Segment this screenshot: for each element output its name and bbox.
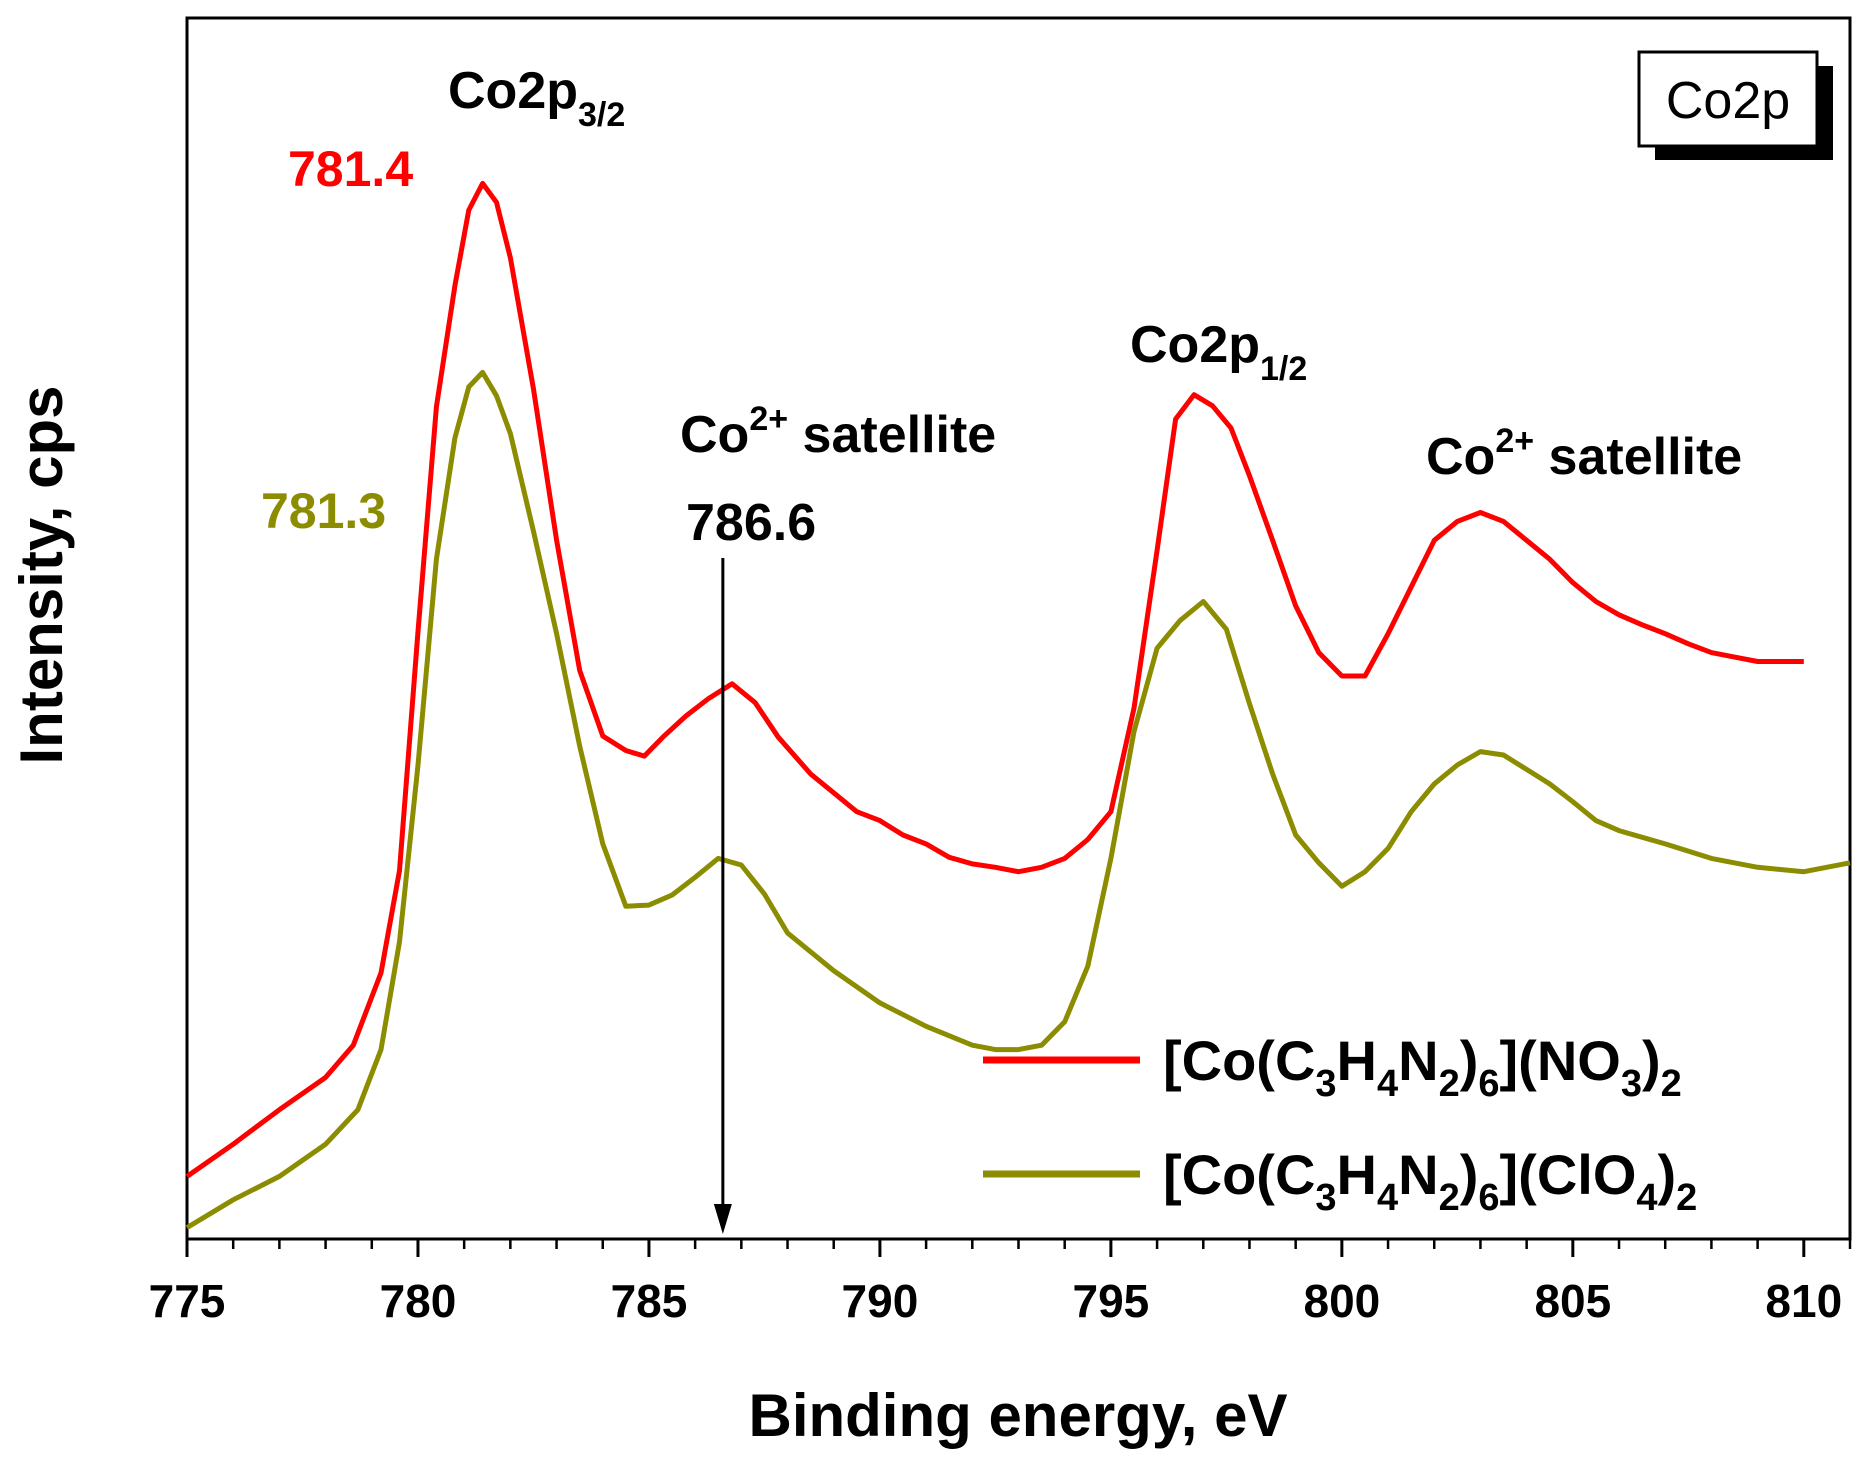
legend: [Co(C3H4N2)6](NO3)2 [Co(C3H4N2)6](ClO4)2 bbox=[983, 1029, 1697, 1219]
x-tick-label: 795 bbox=[1073, 1275, 1150, 1327]
x-tick-label: 775 bbox=[149, 1275, 226, 1327]
x-tick-label: 800 bbox=[1303, 1275, 1380, 1327]
annotation-co2p32: Co2p3/2 bbox=[448, 62, 625, 134]
x-tick-label: 780 bbox=[380, 1275, 457, 1327]
series-line-perchlorate bbox=[185, 369, 1851, 1230]
satellite-arrow bbox=[713, 558, 732, 1234]
x-axis-ticks: 775 780 785 790 795 800 805 810 bbox=[149, 1239, 1852, 1327]
satellite-arrow-head bbox=[713, 1204, 732, 1234]
annotation-satellite-1: Co2+ satellite bbox=[680, 400, 996, 464]
annotation-co2p12: Co2p1/2 bbox=[1130, 316, 1307, 388]
inset-label: Co2p bbox=[1666, 72, 1790, 130]
x-tick-label: 810 bbox=[1765, 1275, 1842, 1327]
arrow-value-label: 786.6 bbox=[686, 494, 816, 552]
x-tick-label: 805 bbox=[1534, 1275, 1611, 1327]
x-tick-label: 785 bbox=[611, 1275, 688, 1327]
peak-label-red: 781.4 bbox=[288, 141, 413, 197]
peak-label-olive: 781.3 bbox=[261, 483, 386, 539]
legend-label-perchlorate: [Co(C3H4N2)6](ClO4)2 bbox=[1163, 1143, 1697, 1219]
annotation-satellite-2: Co2+ satellite bbox=[1426, 422, 1742, 486]
legend-label-nitrate: [Co(C3H4N2)6](NO3)2 bbox=[1163, 1029, 1682, 1105]
inset-label-frame bbox=[1637, 50, 1819, 148]
x-tick-label: 790 bbox=[842, 1275, 919, 1327]
series-line-nitrate bbox=[185, 180, 1804, 1179]
x-axis-title: Binding energy, eV bbox=[749, 1382, 1288, 1449]
y-axis-title: Intensity, cps bbox=[8, 386, 75, 765]
series-layer bbox=[185, 180, 1851, 1230]
inset-label-box: Co2p bbox=[1637, 50, 1833, 160]
